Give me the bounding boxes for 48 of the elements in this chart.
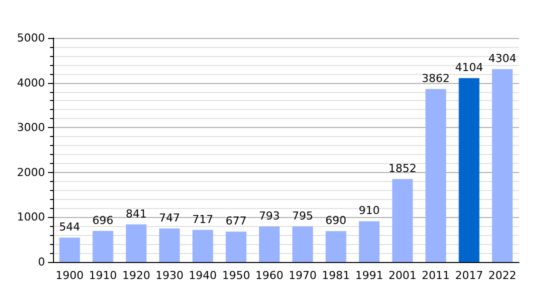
- data-label: 544: [59, 220, 80, 234]
- x-tick-label: 2001: [388, 269, 416, 282]
- data-label: 910: [358, 204, 380, 218]
- bar: [425, 88, 446, 262]
- x-tick-label: 1900: [56, 269, 84, 282]
- y-tick-label: 0: [38, 256, 45, 268]
- data-label: 677: [226, 214, 247, 228]
- y-tick-label: 4000: [17, 76, 45, 90]
- data-label: 795: [292, 209, 314, 222]
- x-tick-label: 1920: [122, 269, 150, 282]
- x-tick-label: 1970: [288, 269, 317, 282]
- data-label: 4104: [455, 61, 484, 74]
- bar: [392, 179, 413, 262]
- x-tick-label: 1991: [355, 269, 384, 282]
- bar: [192, 230, 214, 262]
- data-label: 1852: [388, 162, 416, 176]
- bar: [326, 231, 346, 262]
- bar: [458, 78, 480, 262]
- data-label: 793: [258, 209, 280, 222]
- y-tick-label: 1000: [17, 210, 45, 224]
- bar: [259, 226, 280, 262]
- data-label: 690: [325, 214, 346, 228]
- x-tick-label: 2011: [422, 269, 450, 282]
- bar: [59, 238, 80, 262]
- data-label: 3862: [422, 72, 450, 85]
- bar: [358, 221, 380, 262]
- x-tick-label: 1960: [255, 269, 284, 282]
- x-tick-label: 1950: [222, 269, 250, 282]
- bar: [92, 230, 114, 262]
- x-tick-label: 2022: [488, 269, 516, 282]
- bar: [126, 224, 147, 262]
- x-tick-label: 1981: [322, 269, 350, 282]
- x-tick-label: 1940: [188, 269, 217, 282]
- bar: [492, 69, 513, 262]
- y-tick-label: 3000: [17, 121, 45, 134]
- y-tick-label: 2000: [17, 166, 45, 179]
- bar: [292, 226, 313, 262]
- x-tick-label: 1910: [88, 269, 117, 282]
- y-tick-label: 5000: [17, 32, 45, 44]
- x-tick-label: 1930: [156, 269, 184, 282]
- data-label: 696: [92, 214, 114, 227]
- data-label: 747: [159, 212, 180, 225]
- bar: [226, 232, 246, 262]
- bar: [159, 228, 180, 262]
- x-tick-label: 2017: [455, 269, 484, 282]
- data-label: 717: [192, 212, 214, 226]
- data-label: 841: [126, 207, 147, 220]
- data-label: 4304: [488, 52, 516, 66]
